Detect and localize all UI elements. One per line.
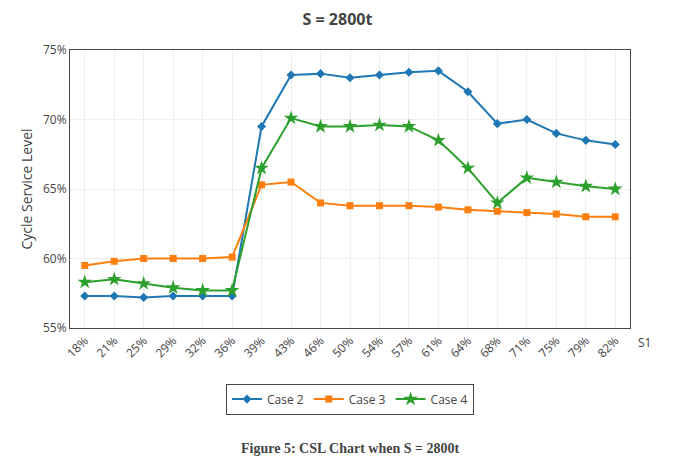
svg-text:Case 4: Case 4 (431, 391, 468, 408)
svg-text:S1: S1 (638, 334, 651, 351)
svg-text:60%: 60% (43, 250, 67, 267)
svg-text:50%: 50% (328, 332, 357, 361)
svg-text:Case 3: Case 3 (349, 391, 386, 408)
svg-text:18%: 18% (63, 332, 92, 361)
svg-text:32%: 32% (181, 332, 210, 361)
svg-text:82%: 82% (594, 332, 623, 361)
svg-text:29%: 29% (151, 332, 180, 361)
svg-text:75%: 75% (535, 332, 564, 361)
svg-text:54%: 54% (358, 332, 387, 361)
svg-text:55%: 55% (43, 319, 67, 336)
svg-text:70%: 70% (43, 111, 67, 128)
svg-text:57%: 57% (387, 332, 416, 361)
svg-text:S = 2800t: S = 2800t (303, 8, 373, 30)
svg-text:71%: 71% (505, 332, 534, 361)
svg-text:Case 2: Case 2 (267, 391, 304, 408)
svg-text:46%: 46% (299, 332, 328, 361)
svg-text:61%: 61% (417, 332, 446, 361)
svg-text:Cycle Service Level: Cycle Service Level (17, 128, 36, 249)
svg-text:36%: 36% (210, 332, 239, 361)
svg-text:64%: 64% (446, 332, 475, 361)
svg-text:75%: 75% (43, 41, 67, 58)
svg-text:39%: 39% (240, 332, 269, 361)
svg-text:43%: 43% (269, 332, 298, 361)
svg-text:79%: 79% (564, 332, 593, 361)
svg-text:65%: 65% (43, 180, 67, 197)
svg-text:21%: 21% (93, 332, 122, 361)
svg-text:68%: 68% (476, 332, 505, 361)
svg-text:Figure 5: CSL Chart when S = 2: Figure 5: CSL Chart when S = 2800t (241, 441, 459, 456)
svg-text:25%: 25% (122, 332, 151, 361)
